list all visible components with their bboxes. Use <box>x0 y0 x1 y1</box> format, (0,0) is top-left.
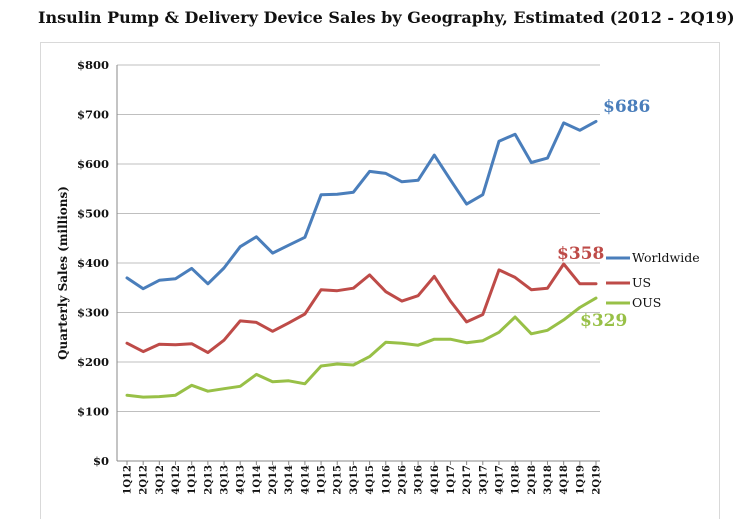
x-tick-label: 4Q13 <box>236 465 247 495</box>
y-tick-label: $700 <box>77 108 109 122</box>
x-tick-label: 3Q13 <box>220 465 231 495</box>
x-tick-label: 2Q13 <box>203 465 214 495</box>
x-tick-label: 4Q16 <box>430 465 441 495</box>
x-tick-label: 2Q19 <box>592 465 603 495</box>
x-tick-label: 1Q12 <box>123 465 134 495</box>
chart-frame <box>40 42 720 519</box>
x-tick-label: 4Q14 <box>300 465 311 495</box>
x-tick-label: 3Q16 <box>414 465 425 495</box>
x-tick-label: 1Q18 <box>511 465 522 495</box>
x-tick-label: 1Q17 <box>446 465 457 495</box>
legend-label-us: US <box>632 275 651 290</box>
x-tick-label: 4Q18 <box>559 465 570 495</box>
y-tick-label: $300 <box>77 306 109 320</box>
x-tick-label: 4Q17 <box>494 465 505 495</box>
x-tick-label: 2Q18 <box>527 465 538 495</box>
x-tick-label: 1Q16 <box>381 465 392 495</box>
callout-ous: $329 <box>580 311 627 331</box>
y-tick-label: $600 <box>77 157 109 171</box>
x-tick-label: 1Q15 <box>317 465 328 495</box>
x-tick-label: 3Q12 <box>155 465 166 495</box>
y-tick-label: $400 <box>77 256 109 270</box>
x-tick-label: 1Q19 <box>575 465 586 495</box>
y-tick-label: $500 <box>77 207 109 221</box>
x-tick-label: 1Q13 <box>187 465 198 495</box>
y-tick-label: $800 <box>77 58 109 72</box>
x-tick-label: 3Q17 <box>478 465 489 495</box>
y-tick-label: $200 <box>77 355 109 369</box>
series-line-worldwide <box>125 119 598 291</box>
y-axis-label: Quarterly Sales (millions) <box>56 186 70 360</box>
callout-us: $358 <box>557 244 604 264</box>
y-tick-label: $100 <box>77 405 109 419</box>
x-tick-label: 4Q15 <box>365 465 376 495</box>
series-line-us <box>125 262 598 355</box>
x-tick-label: 2Q15 <box>333 465 344 495</box>
x-tick-label: 2Q17 <box>462 465 473 495</box>
chart-title: Insulin Pump & Delivery Device Sales by … <box>38 8 735 27</box>
x-tick-label: 2Q14 <box>268 465 279 495</box>
legend-label-worldwide: Worldwide <box>632 250 700 265</box>
x-tick-label: 2Q12 <box>139 465 150 495</box>
y-tick-label: $0 <box>93 454 109 468</box>
x-tick-label: 2Q16 <box>397 465 408 495</box>
legend-label-ous: OUS <box>632 295 661 310</box>
series-line-ous <box>125 296 598 399</box>
x-tick-label: 3Q18 <box>543 465 554 495</box>
x-tick-label: 3Q14 <box>284 465 295 495</box>
x-tick-label: 3Q15 <box>349 465 360 495</box>
x-tick-label: 4Q12 <box>171 465 182 495</box>
x-tick-label: 1Q14 <box>252 465 263 495</box>
callout-worldwide: $686 <box>603 97 650 117</box>
